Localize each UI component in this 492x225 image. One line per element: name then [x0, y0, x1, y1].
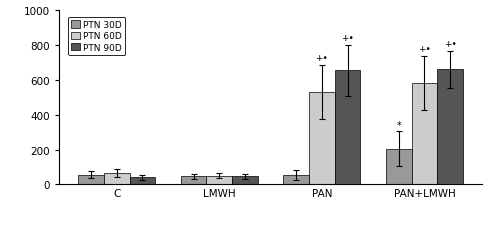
Bar: [129, 178, 155, 184]
Bar: [78, 175, 104, 184]
Bar: [437, 70, 463, 184]
Text: +•: +•: [444, 40, 457, 49]
Text: *: *: [397, 120, 401, 130]
Bar: [283, 175, 309, 184]
Text: +•: +•: [341, 34, 354, 43]
Bar: [412, 84, 437, 184]
Bar: [104, 173, 129, 184]
Bar: [207, 176, 232, 184]
Bar: [181, 177, 207, 184]
Text: +•: +•: [418, 45, 431, 54]
Legend: PTN 30D, PTN 60D, PTN 90D: PTN 30D, PTN 60D, PTN 90D: [68, 18, 125, 56]
Bar: [232, 177, 258, 184]
Text: +•: +•: [315, 54, 328, 63]
Bar: [386, 149, 412, 184]
Bar: [309, 93, 335, 184]
Bar: [335, 71, 360, 184]
